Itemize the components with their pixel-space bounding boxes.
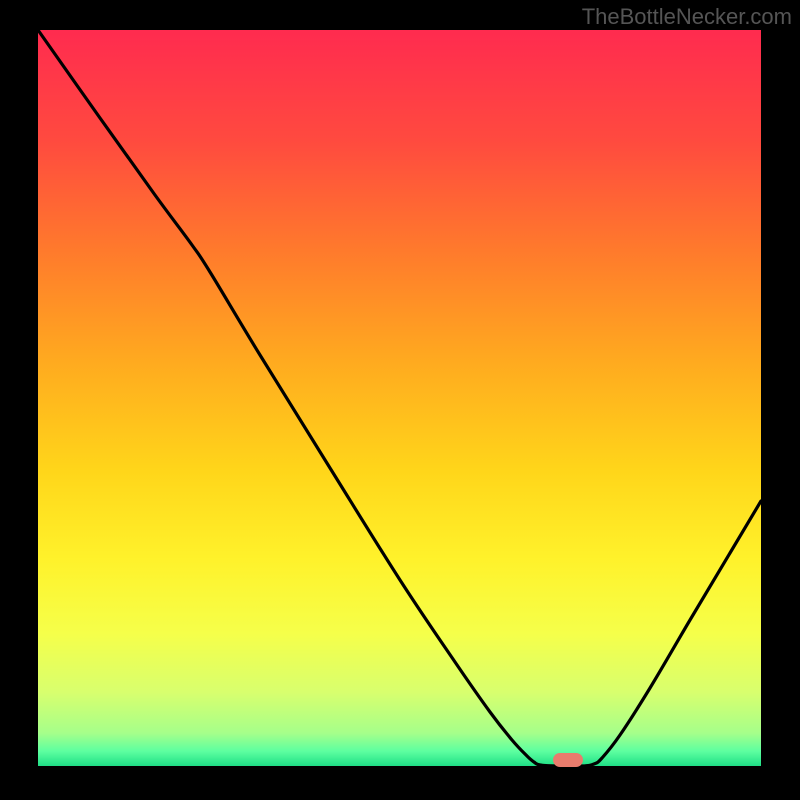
chart-svg <box>0 0 800 800</box>
minimum-marker <box>553 753 583 767</box>
chart-container: TheBottleNecker.com <box>0 0 800 800</box>
watermark-text: TheBottleNecker.com <box>582 4 792 30</box>
plot-background <box>38 30 761 766</box>
